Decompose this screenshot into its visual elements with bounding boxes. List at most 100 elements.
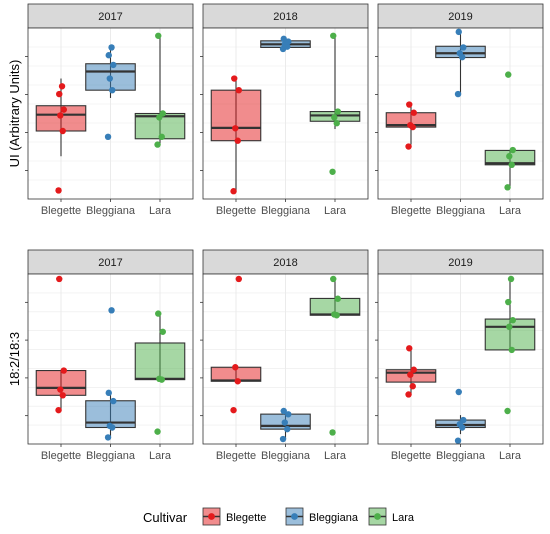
facet-strip-label: 2017 — [98, 257, 122, 269]
x-tick-label: Bleggiana — [436, 205, 486, 217]
data-point — [57, 386, 64, 393]
data-point — [334, 295, 341, 302]
data-point — [460, 416, 467, 424]
x-tick-label: Bleggiana — [261, 450, 311, 462]
data-point — [334, 108, 341, 115]
boxplot-blegette — [385, 345, 437, 398]
data-point — [105, 389, 112, 397]
data-point — [405, 391, 412, 398]
data-point — [460, 44, 467, 51]
data-point — [410, 109, 417, 116]
data-point — [230, 406, 237, 414]
data-point — [506, 323, 513, 331]
data-point — [106, 75, 114, 82]
data-point — [505, 71, 512, 78]
box-iqr — [210, 89, 262, 142]
data-point — [155, 310, 162, 317]
data-point — [330, 275, 337, 283]
facet-strip-label: 2017 — [98, 11, 122, 23]
data-point — [60, 106, 67, 113]
data-point — [110, 397, 117, 405]
boxplot-blegette — [210, 75, 262, 195]
boxplot-bleggiana — [260, 35, 311, 53]
x-tick-label: Bleggiana — [261, 205, 311, 217]
legend-label: Lara — [392, 512, 415, 524]
x-tick-label: Blegette — [41, 205, 81, 217]
data-point — [509, 317, 516, 324]
data-point — [234, 137, 241, 144]
data-point — [55, 406, 62, 414]
boxplot-lara — [134, 32, 186, 148]
boxplot-bleggiana — [435, 388, 486, 444]
boxplot-bleggiana — [435, 28, 486, 98]
data-point — [333, 120, 340, 127]
legend-title: Cultivar — [143, 510, 188, 525]
boxplot-lara — [309, 32, 361, 175]
data-point — [108, 44, 115, 51]
data-point — [284, 425, 291, 433]
boxplot-bleggiana — [85, 44, 136, 141]
data-point — [230, 188, 237, 195]
data-point — [407, 121, 414, 129]
facet-strip-label: 2018 — [273, 11, 297, 23]
x-tick-label: Bleggiana — [436, 450, 486, 462]
boxplot-lara — [484, 275, 536, 415]
data-point — [505, 298, 512, 306]
boxplot-bleggiana — [260, 407, 311, 443]
data-point — [56, 275, 63, 283]
facet-strip-label: 2019 — [448, 257, 472, 269]
data-point — [109, 86, 116, 94]
data-point — [105, 52, 112, 59]
data-point — [60, 367, 67, 374]
data-point — [155, 32, 162, 39]
x-tick-label: Bleggiana — [86, 205, 136, 217]
data-point — [504, 407, 511, 415]
data-point — [280, 407, 287, 415]
y-axis-title: UI (Arbitrary Units) — [7, 60, 22, 168]
data-point — [110, 61, 117, 69]
data-point — [504, 184, 511, 191]
data-point — [406, 345, 413, 352]
data-point — [108, 307, 115, 314]
data-point — [235, 86, 242, 94]
data-point — [454, 90, 462, 98]
boxplot-blegette — [385, 101, 437, 150]
data-point — [455, 28, 462, 36]
boxplot-blegette — [35, 275, 87, 414]
data-point — [56, 90, 63, 98]
data-point — [331, 114, 338, 121]
box-iqr — [134, 342, 186, 381]
x-tick-label: Lara — [149, 450, 172, 462]
x-tick-label: Blegette — [391, 205, 431, 217]
x-tick-label: Blegette — [216, 205, 256, 217]
boxplot-lara — [309, 275, 361, 436]
data-point — [232, 364, 239, 371]
facet-strip-label: 2019 — [448, 11, 472, 23]
data-point — [409, 383, 416, 390]
x-tick-label: Bleggiana — [86, 450, 136, 462]
data-point — [59, 127, 66, 135]
data-point — [159, 328, 166, 335]
data-point — [232, 125, 239, 132]
boxplot-bleggiana — [85, 307, 136, 441]
boxplot-blegette — [35, 78, 87, 194]
data-point — [106, 422, 114, 430]
facet-strip — [27, 3, 194, 29]
data-point — [506, 153, 513, 160]
data-point — [508, 161, 515, 168]
facet-strip — [27, 249, 194, 275]
legend-key-point — [374, 513, 381, 520]
y-axis-title: 18:2/18:3 — [7, 332, 22, 386]
x-tick-label: Lara — [499, 450, 522, 462]
facet-strip — [202, 249, 369, 275]
data-point — [330, 32, 337, 39]
data-point — [58, 83, 66, 90]
data-point — [329, 168, 336, 175]
x-tick-label: Lara — [324, 450, 347, 462]
data-point — [405, 143, 412, 150]
legend-key-point — [291, 513, 298, 520]
box-iqr — [484, 318, 536, 351]
legend-label: Bleggiana — [309, 512, 359, 524]
data-point — [407, 371, 414, 378]
